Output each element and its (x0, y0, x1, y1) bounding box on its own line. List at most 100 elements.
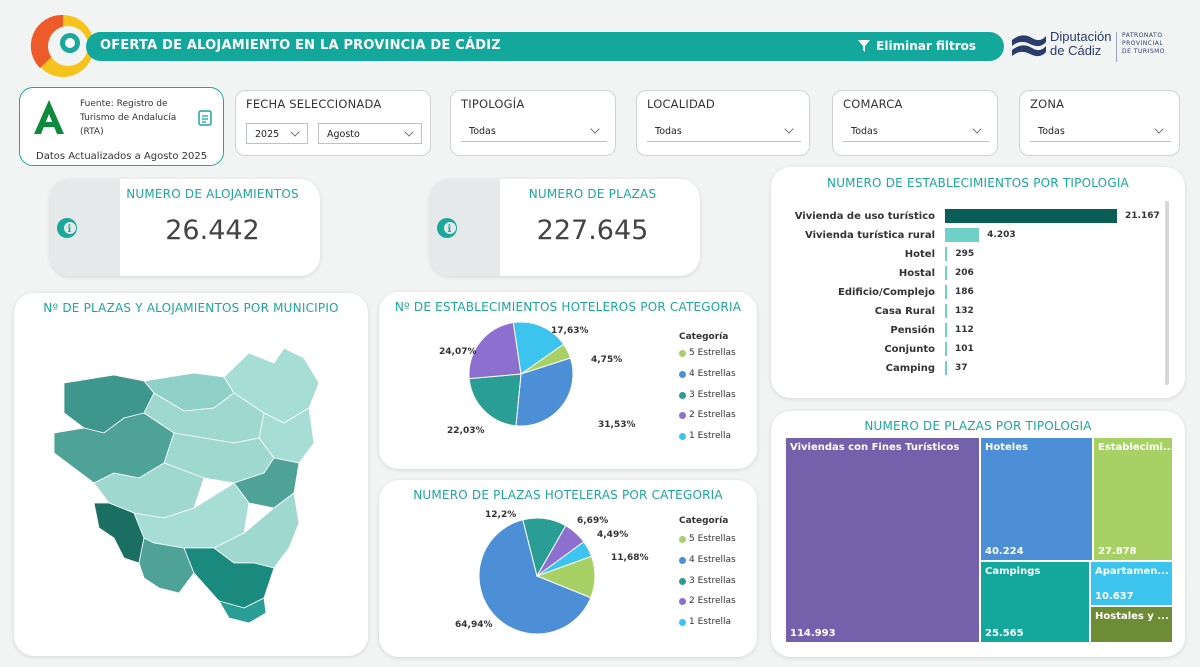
legend-label: 2 Estrellas (689, 596, 736, 606)
clear-filters-button[interactable]: Eliminar filtros (858, 39, 976, 53)
filter-localidad: LOCALIDAD Todas (636, 90, 810, 156)
bar[interactable] (945, 209, 1117, 223)
bar-row[interactable]: Hostal 206 (771, 265, 1171, 283)
treemap-campings[interactable]: Campings 25.565 (980, 561, 1090, 643)
bar-row[interactable]: Vivienda turística rural 4.203 (771, 227, 1171, 245)
treemap-hoteles[interactable]: Hoteles 40.224 (980, 437, 1093, 561)
pie-establecimientos-chart[interactable] (469, 322, 589, 442)
pie1-label-1-estrella: 17,63% (551, 326, 589, 336)
filter-comarca: COMARCA Todas (832, 90, 998, 156)
legend-3-estrellas[interactable]: 3 Estrellas (679, 390, 736, 400)
tipologia-dropdown[interactable]: Todas (461, 121, 607, 142)
slice-1-estrella[interactable] (512, 322, 565, 375)
year-dropdown[interactable]: 2025 (246, 123, 308, 144)
bar-row[interactable]: Vivienda de uso turístico 21.167 (771, 208, 1171, 226)
bar-label: Vivienda de uso turístico (794, 211, 935, 222)
legend-dot (679, 597, 686, 605)
kpi-plazas-label: NUMERO DE PLAZAS (528, 187, 657, 201)
bar[interactable] (945, 266, 947, 280)
cadiz-map[interactable] (34, 333, 334, 633)
bar-row[interactable]: Casa Rural 132 (771, 303, 1171, 321)
treemap-value: 40.224 (985, 546, 1024, 557)
legend-1-estrella[interactable]: 1 Estrella (679, 617, 731, 627)
patronato-c-logo (30, 14, 94, 77)
zona-dropdown[interactable]: Todas (1030, 121, 1171, 142)
bar[interactable] (945, 323, 947, 337)
localidad-dropdown[interactable]: Todas (647, 121, 801, 142)
legend-dot (679, 556, 686, 564)
legend-4-estrellas[interactable]: 4 Estrellas (679, 369, 736, 379)
comarca-dropdown[interactable]: Todas (843, 121, 989, 142)
bars-card: NUMERO DE ESTABLECIMIENTOS POR TIPOLOGIA… (771, 167, 1185, 398)
bar[interactable] (945, 361, 947, 375)
legend-label: 4 Estrellas (689, 369, 736, 379)
bar[interactable] (945, 304, 947, 318)
legend-label: 5 Estrellas (689, 348, 736, 358)
bar-row[interactable]: Hotel 295 (771, 246, 1171, 264)
treemap-viviendas[interactable]: Viviendas con Fines Turísticos 114.993 (785, 437, 980, 643)
header-bar: OFERTA DE ALOJAMIENTO EN LA PROVINCIA DE… (86, 32, 1004, 61)
treemap-hostales[interactable]: Hostales y ... (1090, 606, 1173, 643)
treemap-title: NUMERO DE PLAZAS POR TIPOLOGIA (864, 419, 1092, 433)
pie-plazas-chart[interactable] (479, 518, 595, 634)
legend-2-estrellas[interactable]: 2 Estrellas (679, 410, 736, 420)
pie2-legend-title: Categoría (679, 516, 729, 526)
slice-2-estrellas[interactable] (469, 322, 522, 380)
bar[interactable] (945, 228, 980, 242)
pie1-label-4-estrellas: 31,53% (598, 420, 636, 430)
info-c-icon[interactable]: i (56, 217, 78, 239)
svg-text:i: i (68, 224, 72, 235)
treemap-label: Apartamen... (1095, 566, 1169, 577)
legend-dot (679, 432, 686, 440)
bar[interactable] (945, 247, 948, 261)
chevron-down-icon (972, 124, 982, 134)
scrollbar[interactable] (1165, 201, 1169, 385)
bar-value: 132 (955, 306, 974, 316)
info-c-icon[interactable]: i (436, 217, 458, 239)
legend-3-estrellas[interactable]: 3 Estrellas (679, 576, 736, 586)
slice-3-estrellas[interactable] (469, 373, 522, 427)
filter-zona-label: ZONA (1030, 97, 1065, 111)
map-region-tip (218, 597, 267, 624)
pie-plazas-title: NUMERO DE PLAZAS HOTELERAS POR CATEGORIA (413, 488, 723, 502)
chevron-down-icon (404, 127, 414, 137)
bar-row[interactable]: Camping 37 (771, 360, 1171, 378)
diputacion-logo: Diputación de Cádiz PATRONATO PROVINCIAL… (1008, 28, 1198, 68)
slice-1-estrella[interactable] (536, 541, 593, 577)
bar-label: Edificio/Complejo (837, 287, 935, 298)
month-dropdown[interactable]: Agosto (318, 123, 422, 144)
zona-value: Todas (1038, 126, 1065, 137)
pie1-label-3-estrellas: 22,03% (447, 426, 485, 436)
filter-icon (858, 40, 871, 52)
document-icon[interactable] (198, 110, 212, 126)
year-value: 2025 (255, 129, 280, 140)
pie1-label-5-estrellas: 4,75% (591, 355, 623, 365)
bar-label: Casa Rural (874, 306, 935, 317)
pie2-label-3-estrellas: 12,2% (485, 510, 517, 520)
legend-5-estrellas[interactable]: 5 Estrellas (679, 348, 736, 358)
chevron-down-icon (290, 127, 300, 137)
bar-row[interactable]: Conjunto 101 (771, 341, 1171, 359)
legend-5-estrellas[interactable]: 5 Estrellas (679, 534, 736, 544)
treemap-establecimientos[interactable]: Establecimi... 27.878 (1093, 437, 1173, 561)
treemap-apartamentos[interactable]: Apartamen... 10.637 (1090, 561, 1173, 606)
diputacion-name-line2: de Cádiz (1050, 43, 1102, 58)
legend-dot (679, 370, 686, 378)
pie2-label-4-estrellas: 64,94% (455, 620, 493, 630)
tipologia-value: Todas (469, 126, 496, 137)
bar[interactable] (945, 342, 947, 356)
legend-2-estrellas[interactable]: 2 Estrellas (679, 596, 736, 606)
chevron-down-icon (1154, 124, 1164, 134)
slice-4-estrellas[interactable] (479, 519, 592, 634)
legend-1-estrella[interactable]: 1 Estrella (679, 431, 731, 441)
bar-row[interactable]: Edificio/Complejo 186 (771, 284, 1171, 302)
bar-value: 186 (955, 287, 974, 297)
legend-label: 1 Estrella (689, 431, 732, 441)
slice-4-estrellas[interactable] (515, 357, 574, 427)
legend-4-estrellas[interactable]: 4 Estrellas (679, 555, 736, 565)
treemap-label: Viviendas con Fines Turísticos (790, 442, 960, 453)
bar[interactable] (945, 285, 947, 299)
bar-row[interactable]: Pensión 112 (771, 322, 1171, 340)
kpi-plazas-value: 227.645 (536, 215, 649, 246)
patronato-line1: PATRONATO (1122, 32, 1163, 39)
